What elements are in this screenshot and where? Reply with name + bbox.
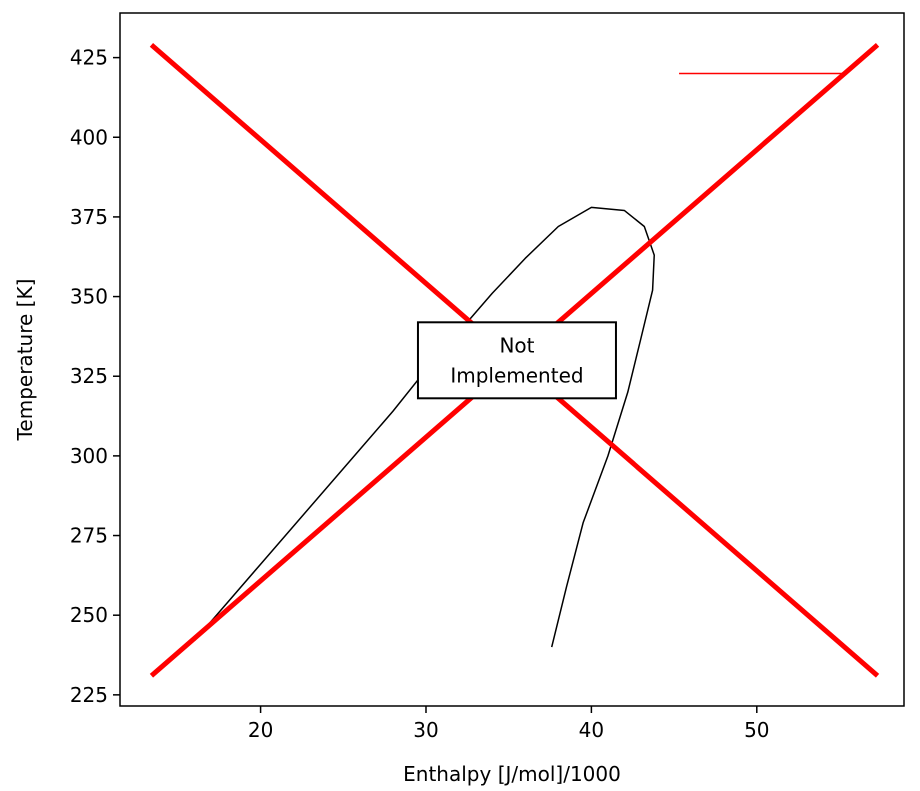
x-tick-label: 40 [579, 718, 604, 742]
axes-frame [119, 12, 905, 707]
y-tick-label: 425 [70, 46, 108, 70]
x-tick-label: 20 [248, 718, 273, 742]
y-tick-label: 225 [70, 683, 108, 707]
y-tick-label: 250 [70, 603, 108, 627]
y-tick-label: 375 [70, 205, 108, 229]
annotation-text-line-1: Not [499, 333, 534, 357]
annotation-box [416, 321, 617, 400]
y-tick-label: 300 [70, 444, 108, 468]
series-line-1 [193, 206, 655, 648]
y-tick-label: 350 [70, 285, 108, 309]
not-implemented-annotation: Not Implemented [416, 321, 617, 400]
x-axis-ticks: 20 30 40 50 [248, 706, 770, 742]
plot-lines [193, 72, 843, 648]
y-tick-label: 325 [70, 364, 108, 388]
y-axis-ticks: 225 250 275 300 325 350 375 400 425 [70, 46, 120, 707]
x-axis-label: Enthalpy [J/mol]/1000 [403, 762, 621, 786]
x-tick-label: 50 [744, 718, 769, 742]
y-tick-label: 275 [70, 524, 108, 548]
y-tick-label: 400 [70, 125, 108, 149]
x-tick-label: 30 [413, 718, 438, 742]
annotation-text-line-2: Implemented [450, 363, 583, 387]
y-axis-label: Temperature [K] [13, 279, 37, 442]
